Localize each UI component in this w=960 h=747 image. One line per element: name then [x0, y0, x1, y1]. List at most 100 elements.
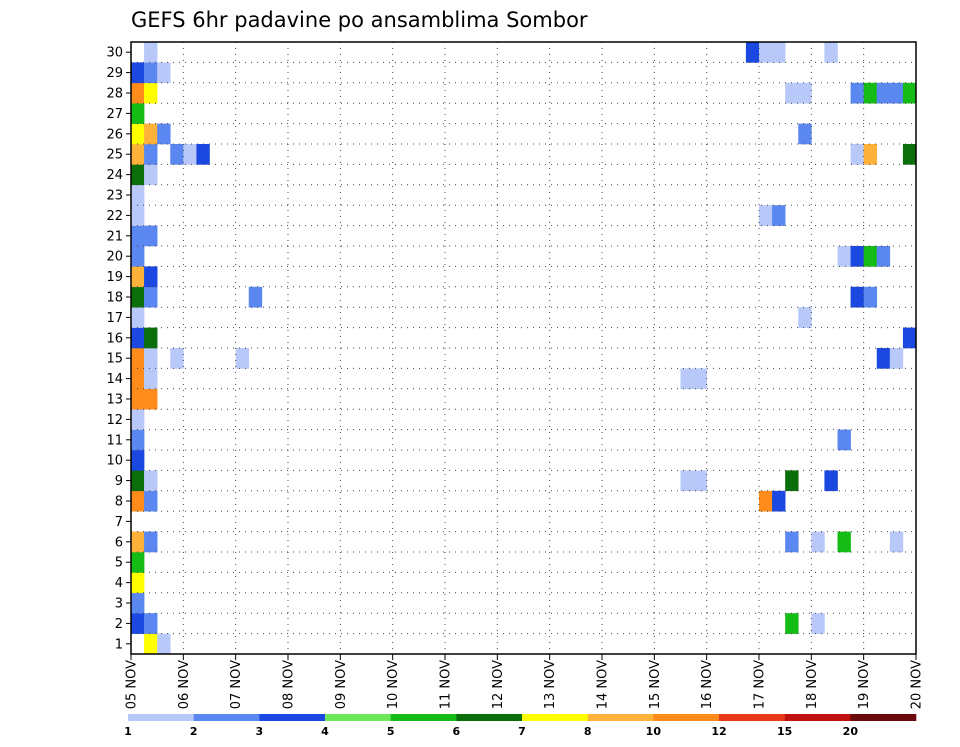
heatmap-cell [144, 62, 158, 84]
heatmap-cell [144, 42, 158, 63]
legend-label: 2 [190, 725, 198, 738]
heatmap-cell [157, 633, 171, 655]
heatmap-cell [902, 327, 917, 349]
chart-title: GEFS 6hr padavine po ansamblima Sombor [131, 8, 588, 32]
y-tick-label: 3 [115, 597, 123, 612]
heatmap-cell [850, 144, 864, 165]
legend-label: 12 [711, 725, 726, 738]
heatmap-cell [889, 348, 904, 369]
x-tick-label: 17 NOV [753, 660, 768, 709]
y-tick-label: 15 [106, 352, 123, 367]
heatmap-cell [693, 368, 707, 390]
heatmap-cell [811, 531, 825, 553]
y-tick-label: 6 [115, 535, 123, 550]
legend: 1 2 3 4 5 6 7 8 10 12 15 20 [124, 714, 917, 738]
legend-label: 1 [124, 725, 132, 738]
heatmap-cell [131, 368, 145, 390]
heatmap-cell [144, 266, 158, 288]
heatmap-cell [131, 572, 145, 594]
heatmap-cell [759, 42, 773, 63]
heatmap-cell [850, 246, 864, 267]
heatmap-cell [902, 144, 917, 165]
x-tick-label: 08 NOV [282, 660, 297, 709]
heatmap-cell [157, 62, 171, 84]
x-tick-label: 13 NOV [543, 660, 558, 709]
legend-swatch [259, 714, 326, 721]
y-tick-label: 9 [115, 474, 123, 489]
heatmap-cell [144, 286, 158, 308]
x-axis: 05 NOV 06 NOV 07 NOV 08 NOV 09 NOV 10 NOV 11 N… [125, 654, 925, 709]
heatmap-cell [131, 348, 145, 369]
y-tick-label: 29 [106, 66, 123, 81]
y-tick-label: 28 [106, 87, 123, 102]
heatmap-cell [144, 348, 158, 369]
y-tick-label: 22 [106, 209, 123, 224]
heatmap-cell [889, 82, 904, 104]
heatmap-cell [680, 470, 694, 492]
legend-swatch [456, 714, 523, 721]
legend-label: 10 [646, 725, 662, 738]
heatmap-cell [785, 531, 799, 553]
y-tick-label: 11 [106, 433, 123, 448]
y-tick-label: 26 [106, 127, 123, 142]
y-tick-label: 25 [106, 148, 123, 163]
x-tick-label: 12 NOV [491, 660, 506, 709]
heatmap-cell [131, 144, 145, 165]
y-tick-label: 19 [106, 270, 123, 285]
legend-label: 5 [387, 725, 395, 738]
heatmap-cell [889, 531, 904, 553]
heatmap-cell [144, 327, 158, 349]
heatmap-cell [811, 613, 825, 634]
heatmap-cell [131, 450, 145, 471]
heatmap-cell [144, 82, 158, 104]
heatmap-cell [131, 613, 145, 634]
heatmap-cell [824, 470, 838, 492]
heatmap-cell [824, 42, 838, 63]
heatmap-cell [131, 205, 145, 226]
heatmap-cell [837, 429, 851, 451]
heatmap-cell [850, 286, 864, 308]
heatmap-cell [131, 184, 145, 206]
heatmap-cell [144, 388, 158, 410]
y-tick-label: 5 [115, 556, 123, 571]
heatmap-cell [144, 531, 158, 553]
x-tick-label: 05 NOV [125, 660, 140, 709]
heatmap-cell [131, 123, 145, 145]
heatmap-cell [131, 327, 145, 349]
heatmap-cell [798, 307, 812, 328]
legend-label: 4 [321, 725, 329, 738]
heatmap-cell [798, 82, 812, 104]
heatmap-cell [183, 144, 197, 165]
y-tick-label: 4 [115, 576, 123, 591]
y-tick-label: 2 [115, 617, 123, 632]
legend-label: 20 [843, 725, 859, 738]
heatmap-cell [131, 164, 145, 186]
heatmap-cell [196, 144, 210, 165]
heatmap-cell [876, 348, 891, 369]
heatmap-cell [785, 82, 799, 104]
heatmap-cell [837, 246, 851, 267]
heatmap-cell [131, 470, 145, 492]
legend-label: 3 [256, 725, 264, 738]
x-tick-label: 15 NOV [648, 660, 663, 709]
heatmap-cell [144, 368, 158, 390]
heatmap-cell [680, 368, 694, 390]
legend-swatch [128, 714, 194, 721]
heatmap-cell [772, 205, 786, 226]
heatmap-cell [144, 470, 158, 492]
x-tick-label: 18 NOV [805, 660, 820, 709]
heatmap-cell [144, 164, 158, 186]
heatmap-cell [144, 144, 158, 165]
y-tick-label: 13 [106, 393, 123, 408]
heatmap-cell [248, 286, 263, 308]
heatmap-cell [131, 429, 145, 451]
legend-label: 15 [777, 725, 792, 738]
heatmap-cell [772, 42, 786, 63]
x-tick-label: 06 NOV [177, 660, 192, 709]
x-tick-label: 10 NOV [386, 660, 401, 709]
heatmap-cell [863, 82, 878, 104]
heatmap-cell [863, 246, 878, 267]
heatmap-cell [837, 531, 851, 553]
heatmap-cell [863, 286, 878, 308]
x-tick-label: 19 NOV [857, 660, 872, 709]
